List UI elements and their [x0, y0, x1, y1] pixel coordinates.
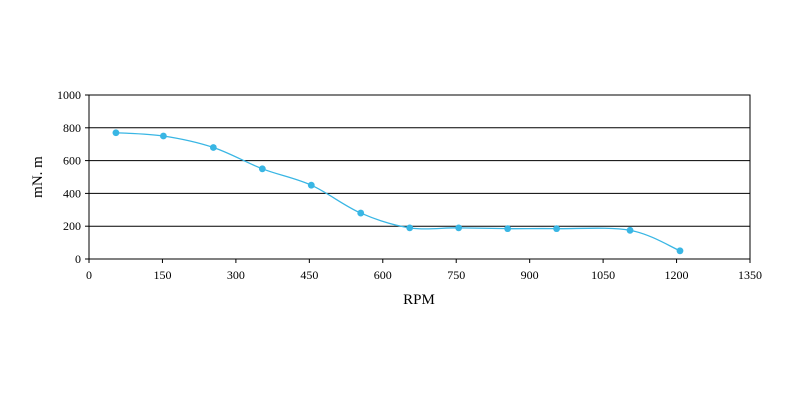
y-tick-label: 200 — [63, 219, 81, 233]
data-point — [455, 224, 463, 232]
x-tick-label: 1350 — [738, 268, 762, 282]
x-tick-label: 450 — [300, 268, 318, 282]
data-point — [307, 181, 315, 189]
x-tick-label: 300 — [227, 268, 245, 282]
data-point — [112, 129, 120, 137]
axis-ticks: 0 200 400 600 800 1000 0 150 300 450 600 750 900 1050… — [57, 88, 762, 282]
data-point — [258, 165, 266, 173]
data-point — [160, 132, 167, 140]
plot-area-frame — [88, 94, 751, 260]
x-tick-label: 750 — [447, 268, 465, 282]
x-tick-label: 900 — [521, 268, 539, 282]
y-tick-label: 400 — [63, 186, 81, 200]
y-tick-label: 600 — [63, 154, 81, 168]
y-tick-label: 800 — [63, 121, 81, 135]
x-tick-label: 150 — [153, 268, 171, 282]
x-tick-label: 0 — [86, 268, 92, 282]
data-point — [504, 225, 512, 233]
y-tick-label: 1000 — [57, 88, 81, 102]
x-tick-label: 600 — [374, 268, 392, 282]
gridlines — [89, 127, 750, 227]
data-point — [406, 224, 414, 232]
data-point — [626, 226, 634, 234]
series-line — [115, 132, 681, 252]
x-tick-label: 1200 — [665, 268, 689, 282]
y-tick-label: 0 — [75, 252, 81, 266]
data-point — [676, 247, 684, 255]
data-point — [553, 225, 560, 233]
x-tick-label: 1050 — [591, 268, 615, 282]
data-point — [357, 209, 365, 217]
y-axis-title: mN. m — [30, 156, 46, 198]
series-layer — [112, 129, 684, 255]
x-axis-title: RPM — [403, 292, 435, 308]
data-point — [209, 144, 217, 151]
